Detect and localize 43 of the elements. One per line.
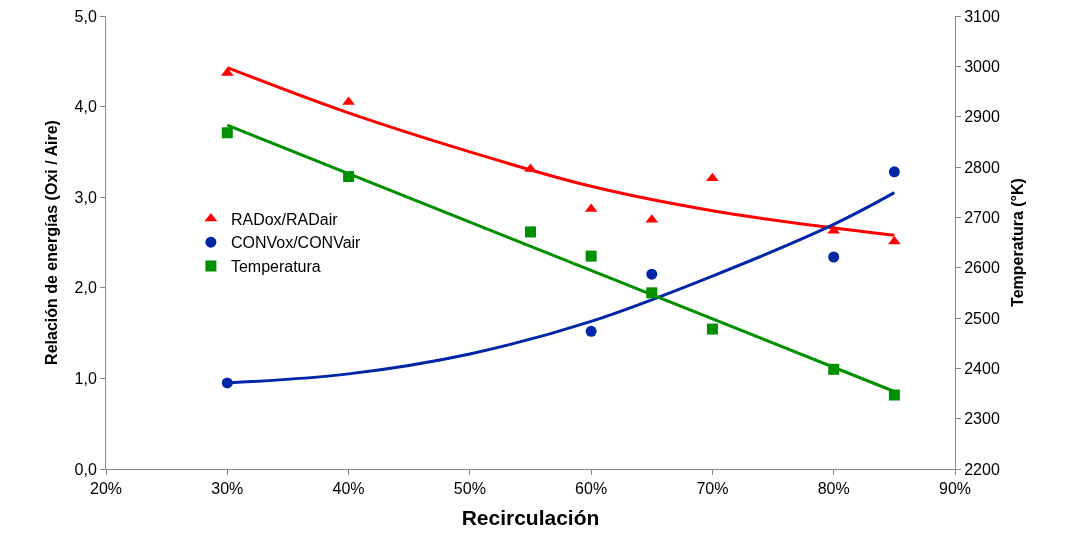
point: [343, 171, 355, 183]
point: [221, 127, 233, 139]
point: [585, 325, 597, 337]
y2-tick-label: 2800: [964, 158, 1000, 176]
point: [888, 166, 900, 178]
legend-label: RADox/RADair: [230, 210, 339, 228]
y2-tick-label: 2600: [964, 259, 1000, 277]
y2-tick-label: 2400: [964, 359, 1000, 377]
y-tick-label: 0,0: [74, 460, 97, 478]
y-tick-label: 1,0: [74, 370, 97, 387]
point: [888, 389, 900, 401]
point: [828, 251, 840, 263]
y2-tick-label: 3100: [964, 7, 1000, 25]
y-tick-label: 4,0: [74, 98, 97, 116]
x-tick-label: 50%: [453, 480, 486, 498]
point: [646, 287, 658, 299]
legend-label: CONVox/CONVair: [230, 234, 362, 252]
point: [828, 363, 840, 375]
y2-tick-label: 2500: [964, 309, 1000, 327]
point: [646, 268, 658, 280]
y2-tick-label: 2700: [964, 208, 1000, 226]
point: [585, 250, 597, 262]
y-tick-label: 3,0: [74, 188, 97, 206]
x-tick-label: 60%: [575, 480, 608, 498]
x-tick-label: 20%: [89, 480, 123, 498]
x-axis-title: Recirculación: [461, 506, 600, 530]
x-tick-label: 80%: [817, 480, 850, 498]
x-tick-label: 90%: [938, 480, 972, 498]
x-tick-label: 40%: [332, 480, 365, 498]
x-tick-label: 70%: [696, 480, 729, 498]
y-axis-title: Relación de energías (Oxi / Aire): [43, 120, 61, 365]
y2-tick-label: 2900: [964, 108, 1000, 126]
point: [525, 226, 536, 238]
y2-tick-label: 3000: [964, 57, 1000, 75]
x-tick-label: 30%: [211, 480, 244, 498]
legend-label: Temperatura: [230, 258, 321, 276]
point: [706, 323, 718, 335]
y-tick-label: 2,0: [74, 279, 97, 297]
y2-tick-label: 2300: [964, 410, 1000, 428]
y-tick-label: 5,0: [74, 7, 97, 25]
point: [221, 377, 233, 389]
y2-tick-label: 2200: [964, 460, 1000, 478]
y2-axis-title: Temperatura (°K): [1008, 178, 1026, 307]
